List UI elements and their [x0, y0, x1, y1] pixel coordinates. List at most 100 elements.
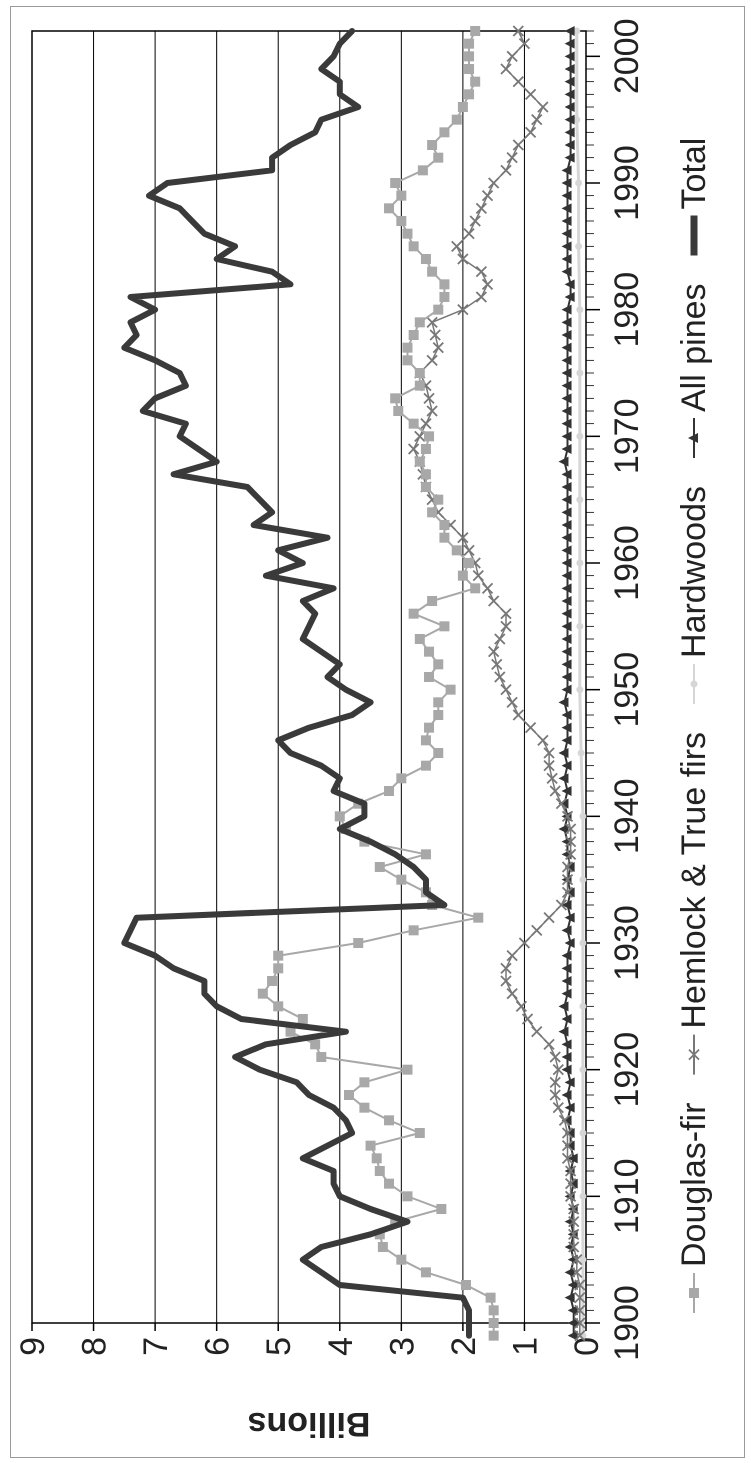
- data-point: [515, 1000, 528, 1012]
- marker-stroke: [568, 1241, 580, 1253]
- data-point: [558, 748, 569, 758]
- data-point: [549, 1051, 561, 1063]
- data-point: [561, 659, 572, 670]
- data-point: [561, 368, 572, 378]
- legend-label: Hardwoods: [675, 486, 713, 658]
- data-point: [561, 722, 572, 733]
- data-point: [564, 912, 575, 923]
- data-point: [561, 330, 572, 340]
- data-point: [549, 785, 561, 797]
- x-tick-label: 2000: [608, 19, 646, 95]
- data-point: [427, 507, 438, 518]
- data-point: [558, 1114, 571, 1126]
- data-point: [506, 152, 518, 164]
- data-point: [573, 27, 581, 35]
- data-point: [464, 89, 475, 100]
- data-point: [445, 684, 456, 695]
- data-point: [561, 646, 572, 657]
- marker-stroke: [531, 1026, 543, 1038]
- data-point: [561, 532, 572, 543]
- data-point: [561, 494, 572, 505]
- data-point: [423, 392, 435, 404]
- data-point: [457, 570, 468, 581]
- data-point: [396, 773, 407, 784]
- data-point: [500, 962, 512, 974]
- marker-stroke: [564, 848, 577, 860]
- marker-stroke: [555, 798, 568, 810]
- data-point: [575, 242, 583, 250]
- data-point: [488, 646, 500, 658]
- x-tick-label: 1980: [608, 272, 646, 348]
- marker-stroke: [564, 1165, 577, 1177]
- y-tick-label: 2: [445, 1337, 483, 1356]
- data-point: [420, 735, 431, 746]
- marker-stroke: [561, 1127, 574, 1139]
- data-point: [568, 1203, 580, 1215]
- data-point: [561, 710, 572, 720]
- marker-stroke: [549, 1076, 561, 1088]
- data-point: [561, 355, 572, 366]
- data-point: [552, 1102, 564, 1114]
- data-point: [574, 1292, 586, 1304]
- data-point: [374, 1166, 385, 1176]
- data-point: [414, 634, 425, 644]
- marker-stroke: [481, 278, 494, 290]
- data-point: [531, 1026, 543, 1038]
- data-point: [433, 748, 444, 758]
- data-point: [564, 1102, 575, 1113]
- data-point: [384, 203, 395, 214]
- data-point: [414, 368, 425, 378]
- marker-stroke: [500, 620, 512, 632]
- data-point: [579, 1002, 587, 1010]
- data-point: [427, 266, 438, 277]
- data-point: [396, 1254, 407, 1265]
- marker-stroke: [512, 25, 524, 37]
- marker-stroke: [506, 50, 518, 62]
- marker-stroke: [420, 418, 432, 430]
- plot-area: [31, 30, 587, 1324]
- marker-stroke: [463, 544, 475, 556]
- data-point: [564, 1292, 575, 1303]
- data-point: [561, 266, 572, 277]
- data-point: [567, 1153, 578, 1164]
- data-point: [512, 76, 524, 88]
- data-point: [470, 76, 481, 87]
- data-point: [472, 570, 484, 582]
- data-point: [561, 165, 572, 176]
- data-point: [402, 1191, 413, 1202]
- data-point: [561, 216, 572, 226]
- legend-label: Total: [675, 138, 713, 210]
- series-layer: [121, 25, 587, 1342]
- marker-stroke: [543, 747, 555, 759]
- data-point: [564, 1267, 575, 1278]
- marker-stroke: [515, 1000, 528, 1012]
- data-point: [564, 1190, 577, 1202]
- data-point: [500, 620, 512, 632]
- marker-stroke: [688, 1048, 700, 1061]
- y-tick-label: 5: [260, 1337, 298, 1356]
- data-point: [426, 316, 438, 328]
- data-point: [561, 874, 574, 886]
- data-point: [470, 26, 481, 36]
- data-point: [561, 861, 574, 873]
- data-point: [561, 380, 572, 391]
- marker-stroke: [426, 316, 438, 328]
- marker-stroke: [469, 215, 481, 227]
- marker-stroke: [408, 443, 420, 455]
- data-point: [576, 306, 584, 314]
- data-point: [414, 380, 425, 391]
- data-point: [564, 114, 575, 125]
- data-point: [384, 1115, 395, 1126]
- data-point: [408, 418, 419, 429]
- data-point: [451, 545, 462, 556]
- data-point: [579, 876, 587, 884]
- data-point: [432, 342, 444, 354]
- data-point: [561, 406, 572, 416]
- data-point: [561, 254, 572, 264]
- marker-stroke: [475, 202, 487, 214]
- data-point: [433, 494, 444, 505]
- data-point: [433, 659, 444, 670]
- data-point: [506, 950, 518, 962]
- grid-layer: [93, 31, 525, 1323]
